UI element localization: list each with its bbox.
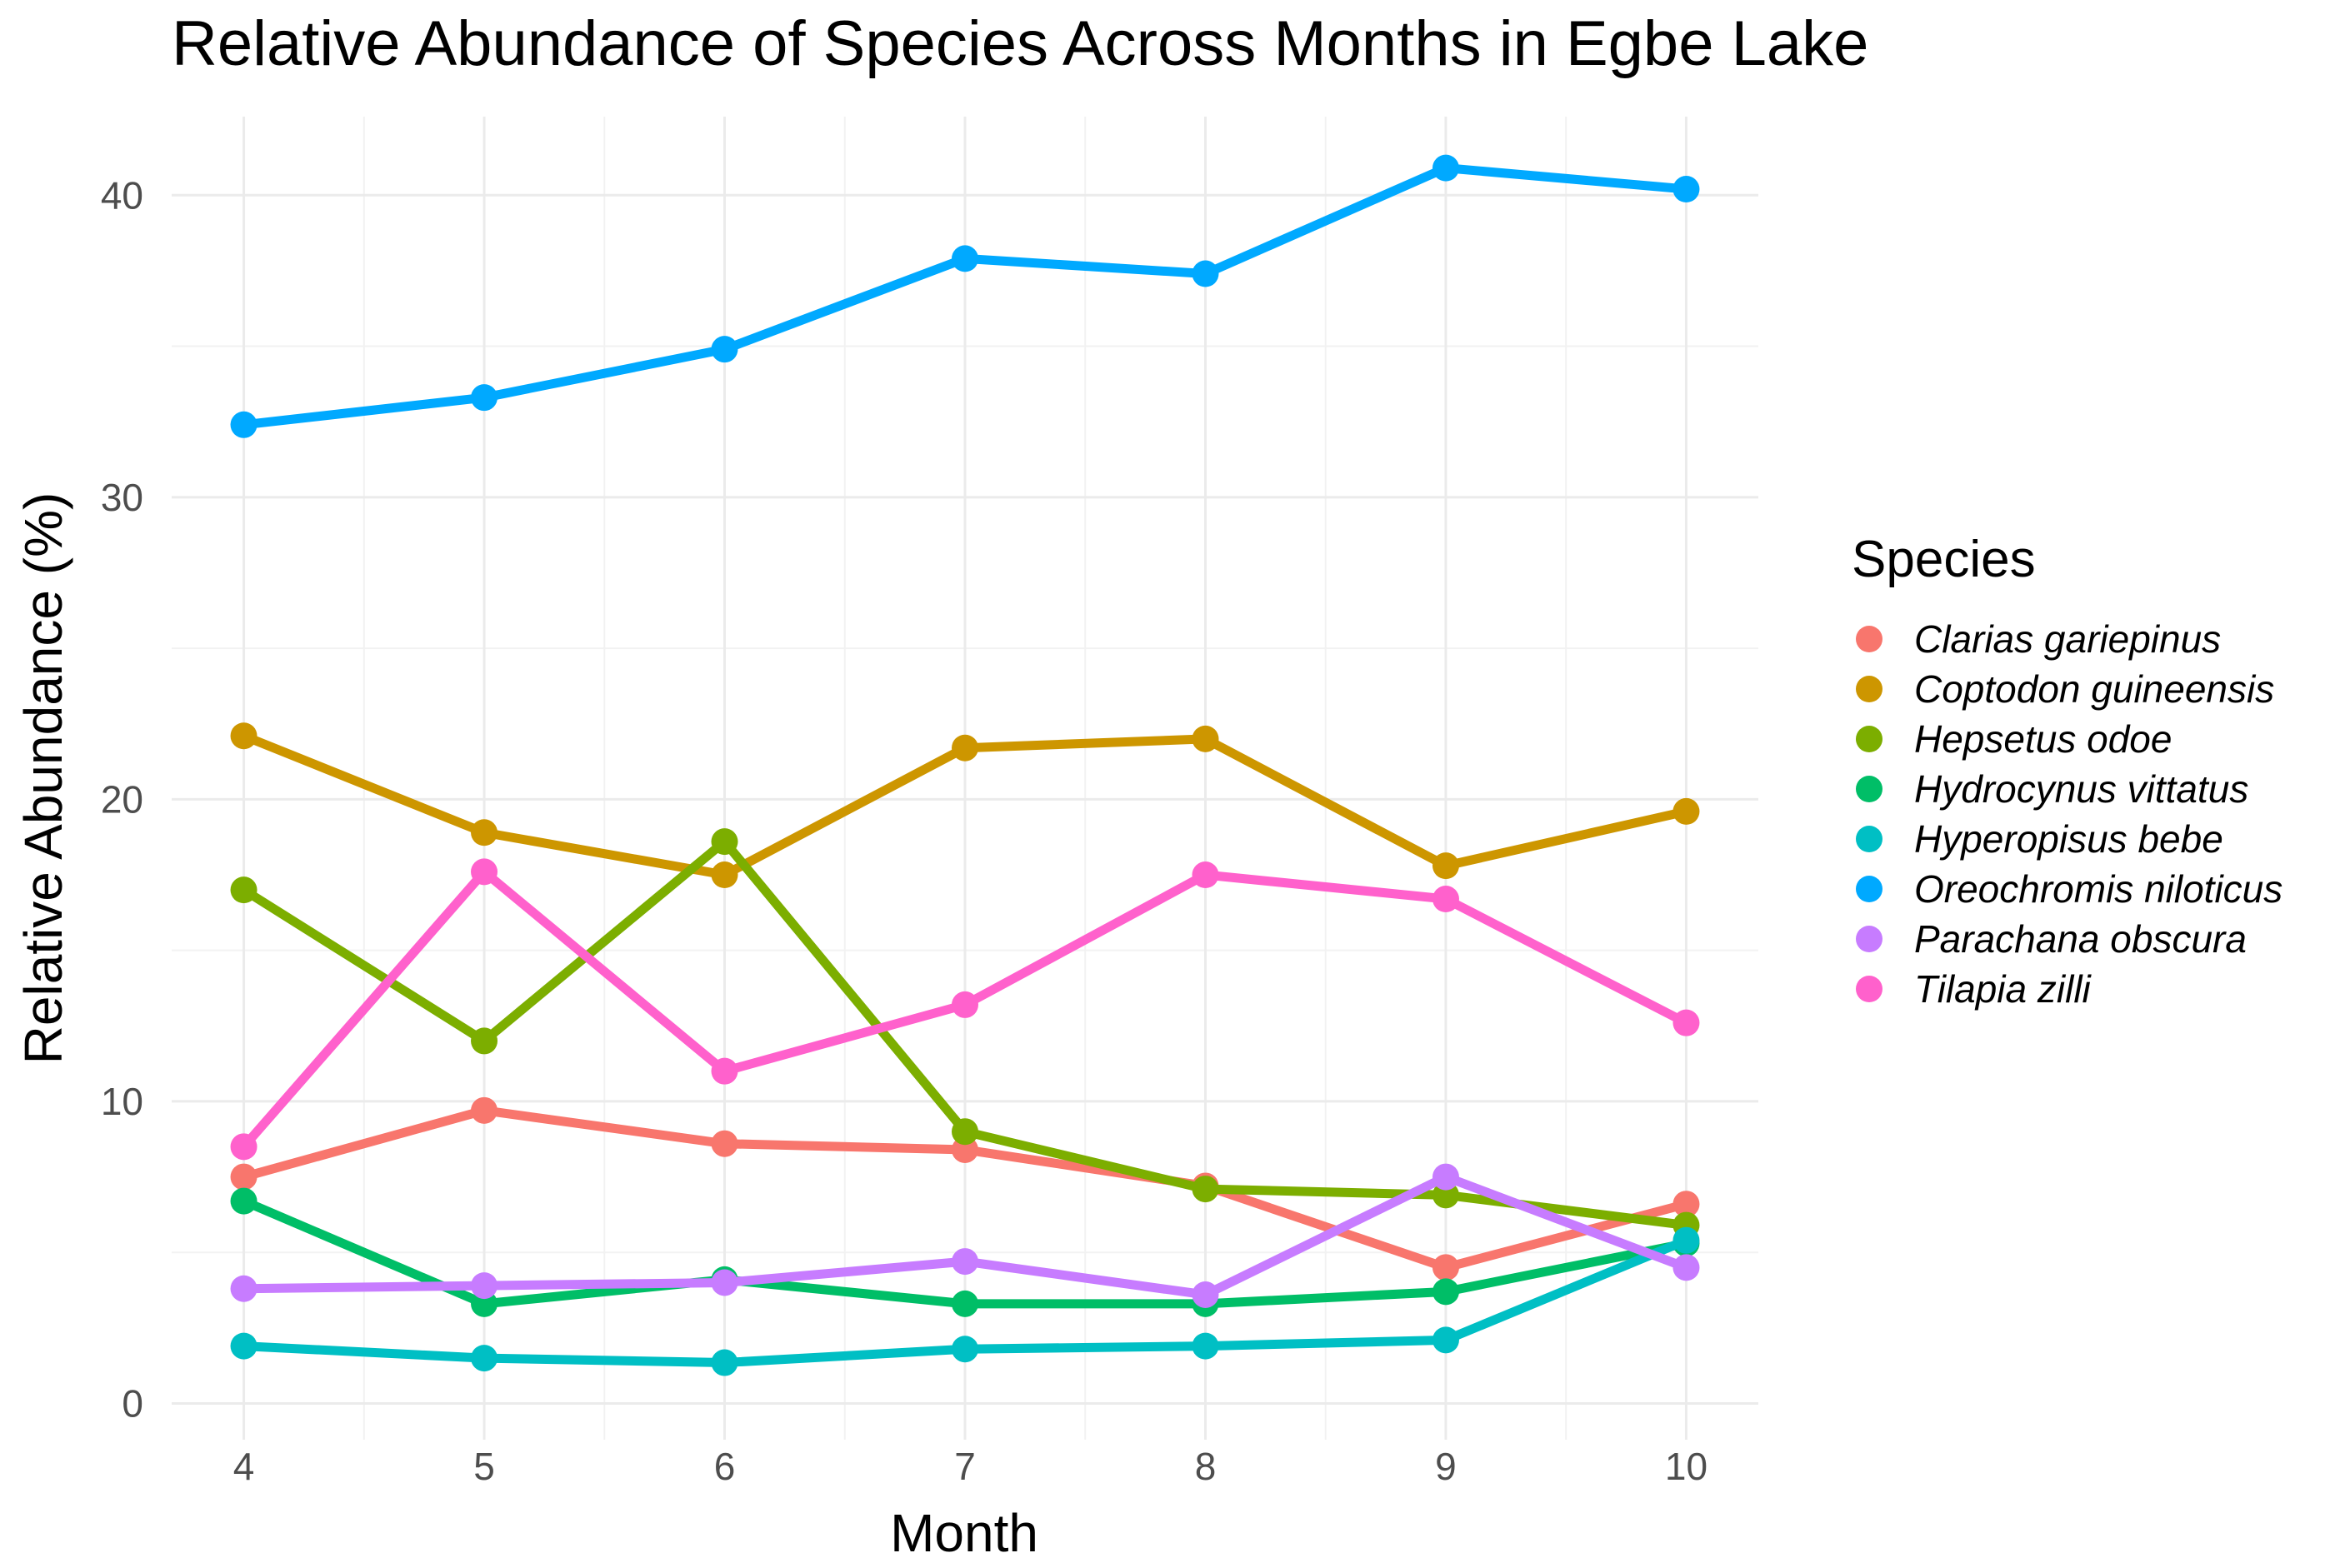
series <box>230 1163 1700 1308</box>
legend-key <box>1856 676 1882 702</box>
data-point <box>230 722 258 750</box>
legend-item: Oreochromis niloticus <box>1856 867 2282 911</box>
data-point <box>230 1163 258 1191</box>
legend-label: Hyperopisus bebe <box>1914 817 2223 861</box>
legend-label: Hepsetus odoe <box>1914 717 2172 761</box>
legend-items: Clarias gariepinus Coptodon guineensis Hep… <box>1856 617 2282 1011</box>
legend-item: Tilapia zilli <box>1856 967 2092 1011</box>
data-point <box>711 828 738 856</box>
y-tick-label: 20 <box>101 777 143 821</box>
data-point <box>952 1290 978 1317</box>
data-point <box>711 1349 738 1376</box>
legend-item: Parachana obscura <box>1856 917 2247 961</box>
legend: Species Clarias gariepinus Coptodon guine… <box>1852 531 2282 1011</box>
data-point <box>711 336 738 363</box>
data-point <box>1672 797 1700 825</box>
series <box>230 722 1700 889</box>
legend-label: Parachana obscura <box>1914 917 2247 961</box>
legend-key <box>1856 926 1882 952</box>
grid <box>172 117 1758 1440</box>
data-point <box>230 876 258 904</box>
data-point <box>1432 852 1459 880</box>
data-point <box>230 1332 258 1360</box>
y-tick-label: 40 <box>101 173 143 217</box>
data-point <box>1672 1009 1700 1036</box>
legend-item: Hyperopisus bebe <box>1856 817 2223 861</box>
data-point <box>1432 1326 1459 1354</box>
legend-key <box>1856 976 1882 1002</box>
data-point <box>1192 861 1219 889</box>
legend-label: Coptodon guineensis <box>1914 667 2274 711</box>
legend-item: Hepsetus odoe <box>1856 717 2172 761</box>
data-point <box>1432 1254 1459 1281</box>
legend-item: Hydrocynus vittatus <box>1856 767 2248 811</box>
data-point <box>952 1336 978 1363</box>
legend-label: Oreochromis niloticus <box>1914 867 2282 911</box>
axis-ticks: 4 5 6 7 8 9 10 0 10 20 30 40 <box>101 173 1708 1488</box>
data-point <box>1432 886 1459 913</box>
legend-title: Species <box>1852 531 2036 588</box>
series <box>230 858 1700 1161</box>
data-point <box>230 1187 258 1215</box>
series <box>230 1226 1700 1376</box>
data-point <box>471 1027 498 1055</box>
data-point <box>1432 1163 1459 1191</box>
data-point <box>1432 1278 1459 1306</box>
legend-label: Hydrocynus vittatus <box>1914 767 2248 811</box>
data-point <box>952 734 978 762</box>
data-point <box>1192 1332 1219 1360</box>
data-point <box>471 1272 498 1300</box>
x-tick-label: 5 <box>473 1445 495 1488</box>
data-point <box>1192 260 1219 287</box>
data-point <box>1672 176 1700 203</box>
data-point <box>471 1096 498 1124</box>
x-tick-label: 9 <box>1435 1445 1457 1488</box>
data-point <box>952 245 978 272</box>
data-point <box>1192 1281 1219 1308</box>
x-tick-label: 10 <box>1665 1445 1708 1488</box>
data-point <box>230 1133 258 1161</box>
data-point <box>952 1118 978 1146</box>
y-axis-title: Relative Abundance (%) <box>13 492 73 1065</box>
data-point <box>1432 154 1459 182</box>
data-point <box>1672 1226 1700 1254</box>
data-point <box>230 411 258 438</box>
data-point <box>952 1248 978 1276</box>
x-tick-label: 7 <box>954 1445 976 1488</box>
data-point <box>471 1345 498 1372</box>
x-tick-label: 4 <box>233 1445 255 1488</box>
data-point <box>711 861 738 889</box>
series <box>230 154 1700 438</box>
legend-label: Clarias gariepinus <box>1914 617 2221 661</box>
legend-key <box>1856 626 1882 652</box>
legend-key <box>1856 876 1882 902</box>
legend-item: Clarias gariepinus <box>1856 617 2221 661</box>
data-point <box>1192 725 1219 752</box>
legend-key <box>1856 776 1882 802</box>
data-point <box>471 858 498 886</box>
data-point <box>711 1130 738 1157</box>
legend-key <box>1856 826 1882 852</box>
x-tick-label: 8 <box>1195 1445 1217 1488</box>
data-point <box>1192 1176 1219 1203</box>
data-point <box>1672 1254 1700 1281</box>
y-tick-label: 10 <box>101 1080 143 1123</box>
legend-key <box>1856 726 1882 752</box>
data-point <box>711 1269 738 1296</box>
series-layer <box>230 154 1700 1376</box>
data-point <box>471 384 498 412</box>
data-point <box>471 819 498 846</box>
y-tick-label: 0 <box>122 1381 143 1425</box>
x-tick-label: 6 <box>714 1445 736 1488</box>
chart-title: Relative Abundance of Species Across Mon… <box>172 8 1868 79</box>
data-point <box>1672 1191 1700 1218</box>
legend-item: Coptodon guineensis <box>1856 667 2274 711</box>
y-tick-label: 30 <box>101 476 143 519</box>
data-point <box>952 991 978 1018</box>
x-axis-title: Month <box>890 1503 1038 1563</box>
legend-label: Tilapia zilli <box>1914 967 2092 1011</box>
data-point <box>711 1057 738 1085</box>
data-point <box>230 1275 258 1302</box>
